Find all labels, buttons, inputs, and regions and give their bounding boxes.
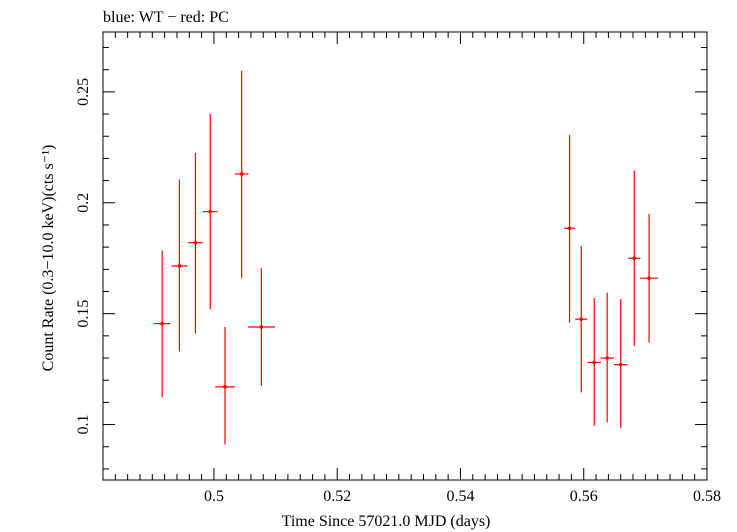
data-point — [188, 152, 203, 334]
data-point — [154, 250, 171, 397]
plot-frame — [102, 31, 708, 481]
point-marker — [605, 356, 609, 360]
x-tick-label: 0.56 — [570, 488, 598, 505]
point-marker — [567, 226, 572, 231]
data-point — [575, 246, 588, 393]
y-tick-label: 0.2 — [75, 193, 92, 213]
data-point — [613, 299, 628, 428]
data-point — [628, 170, 641, 346]
point-marker — [618, 362, 623, 367]
data-point — [587, 298, 601, 426]
point-marker — [193, 240, 198, 245]
x-axis-label: Time Since 57021.0 MJD (days) — [282, 513, 491, 530]
data-point — [202, 114, 218, 310]
point-marker — [632, 256, 637, 261]
point-marker — [177, 264, 182, 268]
data-point — [234, 70, 249, 279]
data-point — [215, 326, 235, 445]
data-point — [247, 268, 275, 386]
point-marker — [223, 385, 227, 389]
data-point — [171, 179, 188, 352]
x-tick-label: 0.52 — [323, 488, 351, 505]
x-tick-label: 0.5 — [204, 488, 224, 505]
point-marker — [208, 209, 213, 214]
x-tick-labels: 0.5 0.52 0.54 0.56 0.58 — [204, 488, 721, 505]
data-point — [639, 213, 659, 343]
chart-title: blue: WT − red: PC — [103, 9, 229, 26]
point-marker — [579, 317, 584, 322]
point-marker — [647, 276, 651, 280]
y-axis-label: Count Rate (0.3−10.0 keV)(cts s⁻¹) — [40, 145, 57, 372]
y-tick-label: 0.15 — [75, 300, 92, 328]
data-point — [564, 135, 576, 323]
point-marker — [239, 172, 244, 176]
y-tick-label: 0.1 — [75, 415, 92, 435]
y-tick-label: 0.25 — [75, 78, 92, 106]
x-tick-label: 0.54 — [446, 488, 474, 505]
data-points — [154, 70, 659, 445]
x-tick-label: 0.58 — [693, 488, 721, 505]
point-marker — [160, 321, 164, 326]
data-point — [600, 292, 614, 423]
point-marker — [592, 360, 597, 365]
y-tick-labels: 0.1 0.15 0.2 0.25 — [75, 78, 92, 435]
axis-ticks — [103, 32, 708, 480]
point-marker — [259, 325, 264, 329]
